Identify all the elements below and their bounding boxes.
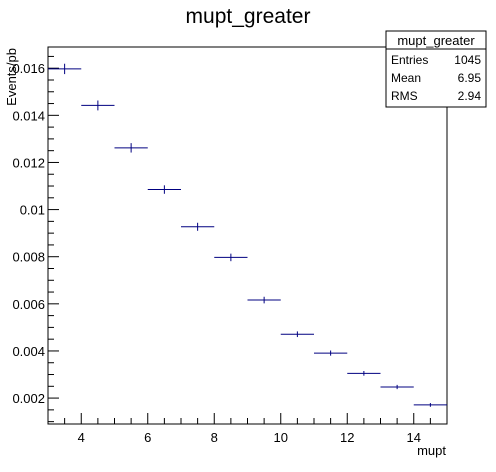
data-point <box>413 403 447 407</box>
y-tick-label: 0.002 <box>12 391 45 406</box>
data-point <box>114 143 148 153</box>
stats-rms-label: RMS <box>391 89 418 103</box>
y-tick-label: 0.014 <box>12 108 45 123</box>
y-axis: 0.002 0.004 0.006 0.008 0.01 0.012 0.014 0.016 <box>12 55 59 423</box>
stats-entries-value: 1045 <box>454 53 481 67</box>
data-point <box>347 370 381 376</box>
x-axis-label: mupt <box>417 443 446 458</box>
y-tick-label: 0.012 <box>12 155 45 170</box>
x-tick-label: 12 <box>340 430 354 445</box>
y-tick-label: 0.004 <box>12 344 45 359</box>
stats-mean-label: Mean <box>391 71 421 85</box>
y-tick-label: 0.01 <box>20 203 45 218</box>
y-tick-label: 0.016 <box>12 61 45 76</box>
y-tick-label: 0.006 <box>12 297 45 312</box>
data-point <box>147 185 181 194</box>
y-axis-label: Events/pb <box>4 48 19 106</box>
data-point <box>214 253 248 262</box>
data-point <box>48 63 82 75</box>
x-tick-label: 14 <box>407 430 421 445</box>
data-point <box>181 222 215 231</box>
x-tick-label: 6 <box>144 430 151 445</box>
stats-mean-value: 6.95 <box>458 71 482 85</box>
data-point <box>280 331 314 338</box>
chart-title: mupt_greater <box>186 5 311 28</box>
stats-box-title: mupt_greater <box>397 33 475 48</box>
stats-entries-label: Entries <box>391 53 428 67</box>
data-point <box>81 100 115 111</box>
data-points <box>48 63 447 407</box>
y-tick-label: 0.008 <box>12 250 45 265</box>
x-tick-label: 4 <box>78 430 85 445</box>
data-point <box>380 384 414 390</box>
data-point <box>314 350 348 356</box>
data-point <box>247 296 281 304</box>
x-tick-label: 10 <box>274 430 288 445</box>
stats-box-frame <box>385 30 487 108</box>
stats-rms-value: 2.94 <box>458 89 482 103</box>
x-tick-label: 8 <box>211 430 218 445</box>
stats-box: mupt_greater Entries 1045 Mean 6.95 RMS … <box>385 30 487 108</box>
x-axis: 4 6 8 10 12 14 <box>47 413 448 445</box>
